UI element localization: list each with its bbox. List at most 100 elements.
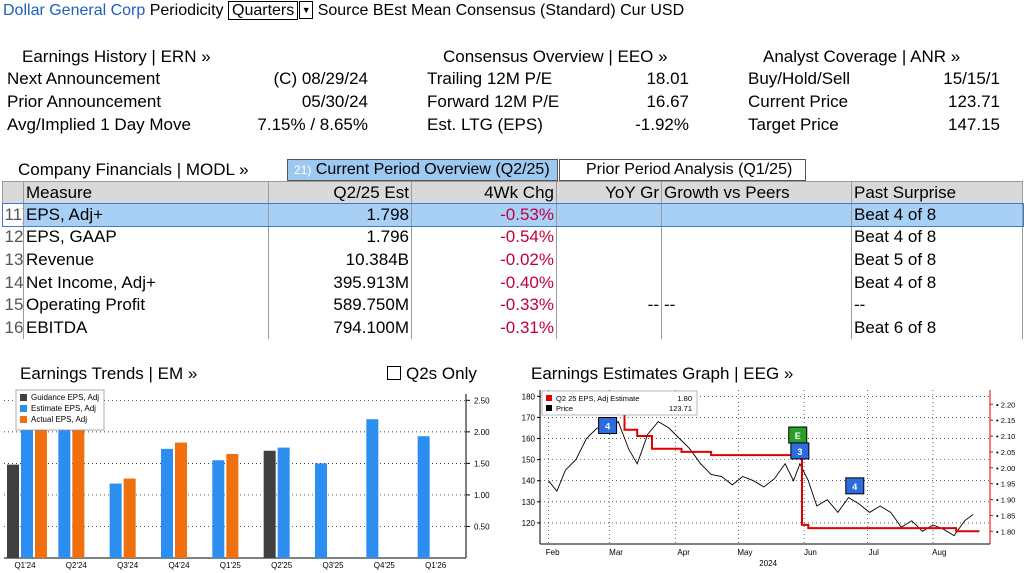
- legend-label: Actual EPS, Adj: [31, 415, 87, 424]
- financials-table: Measure Q2/25 Est 4Wk Chg YoY Gr Growth …: [1, 181, 1024, 340]
- chevron-down-icon[interactable]: ▼: [299, 1, 314, 19]
- col-measure[interactable]: Measure: [23, 181, 269, 204]
- cell-measure[interactable]: Net Income, Adj+: [23, 271, 269, 294]
- bar: [315, 463, 327, 558]
- legend: Guidance EPS, Adj Estimate EPS, Adj Actual…: [15, 389, 105, 431]
- y-tick-label: 140: [522, 477, 536, 486]
- y-tick-label: 2.00: [474, 428, 490, 437]
- y-tick-label: 0.50: [474, 522, 490, 531]
- x-tick-label: Feb: [546, 548, 560, 557]
- event-marker: E: [788, 426, 808, 444]
- source-value[interactable]: BEst Mean Consensus (Standard): [372, 2, 616, 19]
- bar: [123, 478, 136, 558]
- cell-measure[interactable]: EBITDA: [23, 316, 269, 340]
- bar: [226, 453, 239, 558]
- y-tick-label: 160: [522, 435, 536, 444]
- x-tick-label: Q1'25: [220, 561, 242, 570]
- consensus-title[interactable]: Consensus Overview | EEO »: [443, 47, 668, 66]
- y-tick-label: 130: [522, 498, 536, 507]
- row-number: 12): [2, 226, 24, 249]
- col-yoy[interactable]: YoY Gr: [556, 181, 662, 204]
- y-tick-label: • 2.15: [996, 416, 1015, 425]
- event-marker-label: 4: [852, 482, 857, 492]
- col-surprise[interactable]: Past Surprise: [851, 181, 1023, 204]
- cell-measure[interactable]: EPS, Adj+: [23, 203, 269, 227]
- row-number: 13): [2, 248, 24, 272]
- y-tick-label: 1.00: [474, 491, 490, 500]
- cell-est: 10.384B: [268, 248, 412, 272]
- legend: Q2 25 EPS, Adj Estimate 1.80 Price 123.71: [541, 390, 698, 416]
- table-row[interactable]: 16) EBITDA 794.100M -0.31% Beat 6 of 8: [2, 316, 1023, 340]
- analyst-title[interactable]: Analyst Coverage | ANR »: [763, 47, 961, 66]
- x-tick-label: Aug: [932, 548, 946, 557]
- bar: [109, 483, 122, 558]
- y-tick-label: • 1.95: [996, 480, 1015, 489]
- col-peers[interactable]: Growth vs Peers: [661, 181, 852, 204]
- co-value-forward: 16.67: [646, 92, 689, 111]
- table-row[interactable]: 15) Operating Profit 589.750M -0.33% -- …: [2, 293, 1023, 317]
- earnings-trends-title[interactable]: Earnings Trends | EM »: [20, 364, 198, 383]
- event-marker-label: 4: [605, 422, 610, 432]
- table-row[interactable]: 13) Revenue 10.384B -0.02% Beat 5 of 8: [2, 248, 1023, 272]
- q2s-only-toggle[interactable]: Q2s Only: [387, 364, 477, 384]
- earnings-history-title[interactable]: Earnings History | ERN »: [22, 47, 211, 66]
- cell-measure[interactable]: EPS, GAAP: [23, 226, 269, 249]
- estimates-graph-title[interactable]: Earnings Estimates Graph | EEG »: [531, 364, 794, 383]
- tab-current-period[interactable]: 21) Current Period Overview (Q2/25): [287, 159, 558, 181]
- event-marker-box: [790, 442, 810, 460]
- eh-label-next: Next Announcement: [7, 69, 161, 88]
- cell-chg: -0.33%: [411, 293, 557, 317]
- event-marker-box: [845, 477, 865, 495]
- table-row[interactable]: 11) EPS, Adj+ 1.798 -0.53% Beat 4 of 8: [1, 202, 1024, 228]
- checkbox-icon[interactable]: [387, 366, 401, 380]
- eh-label-prior: Prior Announcement: [7, 92, 162, 111]
- bar: [58, 406, 71, 558]
- q2s-only-label: Q2s Only: [406, 364, 477, 383]
- x-tick-label: Jun: [804, 548, 817, 557]
- company-name[interactable]: Dollar General Corp: [3, 2, 146, 19]
- cell-measure[interactable]: Revenue: [23, 248, 269, 272]
- cell-peers: [661, 226, 852, 249]
- an-value-target: 147.15: [948, 115, 1000, 134]
- legend-swatch: [20, 394, 27, 401]
- cell-yoy: [556, 203, 662, 227]
- x-tick-label: Jul: [869, 548, 879, 557]
- co-label-ltg: Est. LTG (EPS): [427, 115, 543, 134]
- periodicity-select[interactable]: Quarters: [228, 1, 299, 20]
- co-label-forward: Forward 12M P/E: [427, 92, 560, 111]
- cell-surprise: Beat 5 of 8: [851, 248, 1023, 272]
- col-est[interactable]: Q2/25 Est: [268, 181, 412, 204]
- earnings-trends-chart: 0.50 1.00 1.50 2.00 2.50 Q1'24 Q2'24 Q3'24 Q4'24…: [4, 389, 490, 570]
- cell-peers: [661, 248, 852, 272]
- x-tick-label: Q3'24: [117, 561, 139, 570]
- an-value-bhs: 15/15/1: [943, 69, 1000, 88]
- table-row[interactable]: 14) Net Income, Adj+ 395.913M -0.40% Bea…: [2, 271, 1023, 294]
- co-value-trailing: 18.01: [646, 69, 689, 88]
- cell-surprise: Beat 6 of 8: [851, 316, 1023, 340]
- cell-chg: -0.40%: [411, 271, 557, 294]
- legend-swatch: [20, 405, 27, 412]
- cell-measure[interactable]: Operating Profit: [23, 293, 269, 317]
- col-chg[interactable]: 4Wk Chg: [411, 181, 557, 204]
- table-row[interactable]: 12) EPS, GAAP 1.796 -0.54% Beat 4 of 8: [2, 226, 1023, 249]
- legend-value: 1.80: [677, 394, 692, 403]
- event-marker-label: E: [795, 431, 801, 441]
- y-tick-label: 150: [522, 456, 536, 465]
- currency-value[interactable]: USD: [650, 2, 685, 19]
- y-tick-label: • 2.20: [996, 400, 1015, 409]
- financials-title[interactable]: Company Financials | MODL »: [18, 160, 249, 179]
- tab-current-number: 21): [294, 163, 312, 177]
- eh-value-next: (C) 08/29/24: [273, 69, 369, 88]
- y-tick-label: • 2.00: [996, 464, 1015, 473]
- row-number: 16): [2, 316, 24, 340]
- y-tick-label: • 1.80: [996, 527, 1015, 536]
- tab-prior-period[interactable]: Prior Period Analysis (Q1/25): [559, 159, 806, 181]
- price-line: [548, 420, 974, 537]
- y-tick-label: 120: [522, 519, 536, 528]
- bar: [366, 419, 379, 558]
- legend-box: [541, 390, 698, 416]
- cell-yoy: [556, 271, 662, 294]
- an-label-target: Target Price: [748, 115, 839, 134]
- table-header-row: Measure Q2/25 Est 4Wk Chg YoY Gr Growth …: [2, 181, 1023, 204]
- bar: [175, 442, 187, 558]
